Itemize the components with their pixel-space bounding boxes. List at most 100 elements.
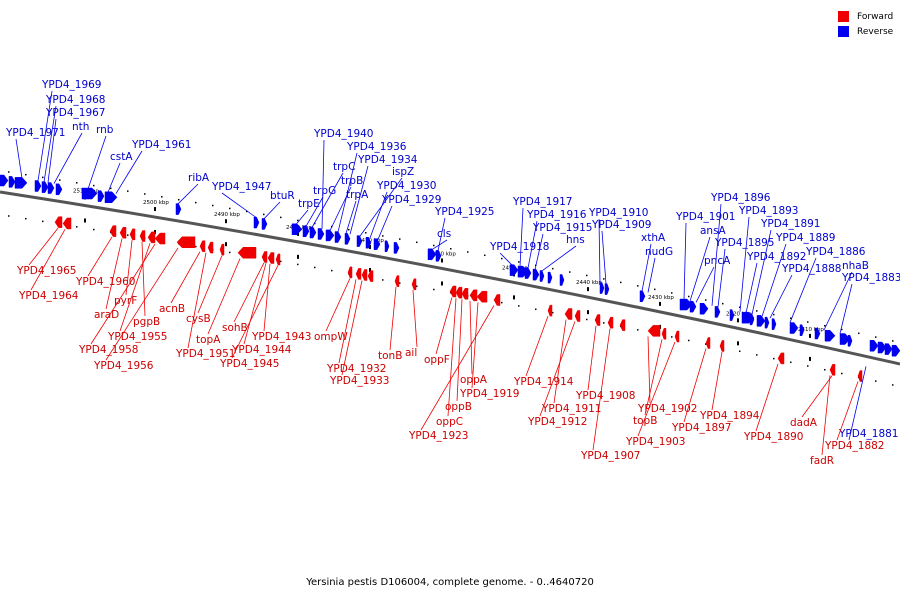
track-dot [671, 336, 673, 338]
reverse-gene-leader [519, 207, 524, 267]
forward-gene-arrow [62, 217, 72, 230]
caption: Yersinia pestis D106004, complete genome… [306, 577, 594, 588]
forward-gene-label: YPD4_1958 [78, 344, 138, 356]
track-dot [875, 336, 877, 338]
reverse-gene-arrow [764, 316, 770, 329]
forward-gene-leader [471, 302, 479, 389]
reverse-gene-label: YPD4_1967 [45, 107, 105, 119]
reverse-gene-arrow [547, 271, 553, 284]
forward-gene-arrow [54, 216, 63, 228]
reverse-gene-label: YPD4_1883 [841, 272, 900, 284]
track-dot [620, 281, 622, 284]
track-dot [705, 299, 707, 301]
reverse-gene-leader [751, 229, 772, 315]
reverse-gene-arrow [532, 268, 540, 281]
reverse-gene-arrow [679, 298, 693, 311]
reverse-gene-leader [321, 139, 325, 230]
reverse-gene-label: YPD4_1940 [313, 128, 373, 140]
forward-gene-arrow [619, 319, 626, 331]
track-dots [8, 171, 894, 386]
forward-gene-arrow [594, 314, 601, 326]
forward-gene-label: oppB [445, 401, 472, 413]
reverse-gene-arrow [891, 344, 900, 357]
reverse-gene-arrows [0, 174, 900, 357]
forward-gene-leader [341, 280, 363, 376]
forward-gene-arrow [207, 241, 214, 254]
forward-gene-label: oppC [436, 416, 463, 428]
reverse-gene-leader [598, 218, 601, 283]
reverse-gene-leader [848, 366, 867, 441]
reverse-gene-arrow [509, 264, 519, 276]
forward-gene-arrow [493, 294, 501, 306]
track-dot [416, 285, 418, 288]
reverse-gene-label: trpG [313, 185, 336, 197]
reverse-gene-leader [534, 233, 544, 270]
reverse-gene-label: YPD4_1896 [710, 192, 771, 204]
reverse-gene-leader [311, 172, 344, 228]
forward-gene-arrow [777, 352, 785, 365]
reverse-gene-arrow [814, 327, 821, 340]
track-dot [93, 184, 95, 187]
reverse-gene-arrow [334, 231, 342, 243]
reverse-gene-arrow [47, 182, 55, 194]
reverse-gene-arrow [344, 233, 351, 245]
forward-swatch [838, 11, 849, 22]
forward-gene-label: topA [196, 334, 221, 346]
track-dot [229, 251, 231, 254]
forward-gene-leader [170, 251, 201, 304]
track-dot [76, 182, 78, 184]
reverse-gene-arrow [799, 324, 805, 336]
reverse-gene-label: YPD4_1910 [588, 207, 648, 219]
forward-gene-labels: YPD4_1965 YPD4_1964 YPD4_1960 araD pyrF pgpB Y… [16, 227, 884, 467]
track-dot [8, 171, 10, 173]
forward-gene-arrow [411, 278, 417, 291]
forward-gene-leader [389, 286, 397, 351]
track-dot [365, 232, 367, 234]
forward-gene-leader [87, 236, 113, 277]
reverse-gene-leader [177, 183, 199, 205]
forward-gene-label: topB [633, 415, 657, 427]
reverse-gene-leader [601, 230, 607, 284]
forward-gene-leader [105, 238, 123, 310]
reverse-gene-leader [263, 201, 281, 220]
reverse-gene-leader [739, 216, 750, 312]
track-dot [875, 380, 877, 382]
forward-gene-arrow [147, 231, 156, 244]
reverse-gene-leader [499, 252, 513, 266]
reverse-gene-leader [47, 118, 57, 183]
reverse-gene-arrow [325, 229, 335, 242]
forward-gene-label: pyrF [114, 295, 137, 307]
forward-gene-leader [420, 305, 495, 431]
reverse-gene-leader [717, 248, 726, 308]
forward-gene-leader [231, 265, 279, 359]
reverse-gene-arrow [847, 335, 853, 347]
reverse-gene-label: cls [437, 228, 451, 240]
forward-gene-label: YPD4_1914 [513, 376, 574, 388]
reverse-gene-arrow [749, 313, 755, 326]
reverse-gene-label: YPD4_1929 [381, 194, 441, 206]
forward-gene-label: YPD4_1956 [93, 360, 154, 372]
track-dot [637, 329, 639, 331]
forward-gene-arrow [199, 240, 206, 252]
track-dot [603, 278, 605, 280]
track-dot [25, 173, 27, 176]
track-dot [501, 257, 503, 260]
forward-gene-arrow [361, 269, 368, 281]
forward-gene-arrow [461, 288, 469, 300]
forward-gene-label: oppA [460, 374, 488, 386]
reverse-gene-arrow [0, 174, 9, 187]
forward-gene-arrow [829, 364, 836, 376]
forward-gene-arrow [267, 252, 275, 264]
reverse-gene-leader [107, 162, 121, 193]
reverse-gene-leader [641, 243, 652, 292]
track-dot [654, 288, 656, 291]
forward-gene-label: YPD4_1908 [575, 390, 635, 402]
reverse-gene-label: nth [72, 121, 89, 133]
reverse-gene-arrow [104, 191, 118, 204]
forward-gene-label: YPD4_1897 [671, 422, 731, 434]
forward-gene-label: cysB [186, 313, 211, 325]
forward-gene-arrow [154, 232, 166, 245]
forward-gene-leader [637, 341, 676, 437]
reverse-gene-arrow [253, 216, 260, 229]
